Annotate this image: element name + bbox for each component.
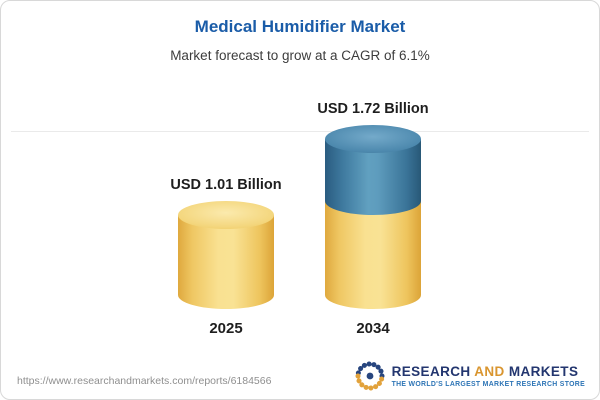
logo-name: RESEARCH AND MARKETS [392, 364, 585, 379]
chart-title: Medical Humidifier Market [194, 17, 406, 36]
bar-2025-top-ellipse [178, 201, 274, 229]
logo-word-markets: MARKETS [508, 364, 579, 379]
logo-text-block: RESEARCH AND MARKETS THE WORLD'S LARGEST… [392, 364, 585, 388]
bar-2025-segment [178, 215, 274, 309]
bar-2025 [178, 201, 274, 309]
chart-subtitle: Market forecast to grow at a CAGR of 6.1… [170, 48, 430, 63]
globe-dots-logo-icon [355, 361, 385, 391]
logo-word-research: RESEARCH [391, 364, 471, 379]
top-gridline [11, 131, 589, 132]
brand-logo: RESEARCH AND MARKETS THE WORLD'S LARGEST… [355, 361, 585, 391]
logo-tagline: THE WORLD'S LARGEST MARKET RESEARCH STOR… [391, 381, 585, 388]
x-label-2034: 2034 [356, 320, 390, 337]
value-label-2025: USD 1.01 Billion [170, 177, 282, 193]
bar-2034 [325, 125, 421, 309]
bar-2034-base-segment [325, 201, 421, 309]
source-url[interactable]: https://www.researchandmarkets.com/repor… [17, 375, 272, 387]
logo-word-and: AND [474, 364, 505, 379]
value-label-2034: USD 1.72 Billion [317, 101, 429, 117]
bar-2034-top-ellipse [325, 125, 421, 153]
x-label-2025: 2025 [209, 320, 243, 337]
